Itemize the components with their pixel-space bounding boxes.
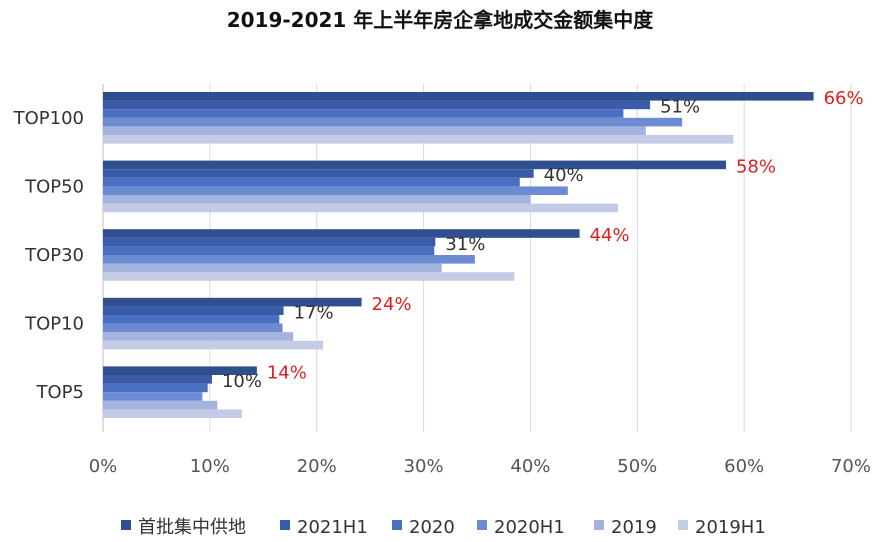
bar xyxy=(103,203,619,213)
bar xyxy=(103,135,734,144)
chart-title: 2019-2021 年上半年房企拿地成交金额集中度 xyxy=(227,8,655,32)
x-tick-label: 0% xyxy=(89,456,118,477)
data-label: 14% xyxy=(267,362,307,383)
bar xyxy=(103,366,257,375)
data-labels-layer: 66% 51% 58% 40% 44% 31% 24% 17% 14%10% xyxy=(222,88,864,392)
bar xyxy=(103,177,520,187)
bar xyxy=(103,195,531,204)
bar xyxy=(103,272,515,281)
x-tick-label: 10% xyxy=(190,456,230,477)
x-tick-label: 60% xyxy=(724,456,764,477)
bar xyxy=(103,126,646,135)
legend-swatch xyxy=(477,520,487,530)
bar xyxy=(103,229,580,238)
data-label: 17% xyxy=(294,302,334,323)
x-tick-label: 40% xyxy=(510,456,550,477)
bar xyxy=(103,375,212,384)
bar xyxy=(103,169,534,178)
x-tick-label: 70% xyxy=(831,456,871,477)
bar xyxy=(103,323,283,333)
bar xyxy=(103,117,683,127)
bar xyxy=(103,332,294,341)
data-label: 66% xyxy=(824,88,864,109)
bar xyxy=(103,160,726,170)
legend-swatch xyxy=(280,520,290,530)
legend-label: 2019H1 xyxy=(695,517,766,538)
bar xyxy=(103,92,814,101)
bar xyxy=(103,340,324,350)
category-axis: TOP100 TOP50 TOP30 TOP10 TOP5 xyxy=(13,108,84,403)
bar xyxy=(103,409,242,418)
bar xyxy=(103,306,284,315)
legend-label: 2020H1 xyxy=(494,517,565,538)
bar xyxy=(103,383,208,393)
legend-swatch xyxy=(392,520,402,530)
x-tick-label: 30% xyxy=(404,456,444,477)
legend-swatch xyxy=(678,520,688,530)
legend-label: 2021H1 xyxy=(297,517,368,538)
bar xyxy=(103,315,280,324)
legend-label: 2020 xyxy=(409,517,455,538)
category-label: TOP10 xyxy=(24,314,84,335)
data-label: 44% xyxy=(590,225,630,246)
x-tick-label: 50% xyxy=(617,456,657,477)
bar xyxy=(103,109,624,118)
legend-label: 2019 xyxy=(611,517,657,538)
bar xyxy=(103,297,362,307)
value-axis: 0% 10% 20% 30% 40% 50% 60% 70% xyxy=(89,456,871,477)
legend-swatch xyxy=(121,520,131,530)
category-label: TOP100 xyxy=(13,108,84,129)
legend-swatch xyxy=(594,520,604,530)
data-label: 58% xyxy=(736,157,776,178)
x-tick-label: 20% xyxy=(297,456,337,477)
bars-layer xyxy=(103,92,814,418)
bar xyxy=(103,392,203,401)
category-label: TOP30 xyxy=(24,245,84,266)
category-label: TOP5 xyxy=(36,382,84,403)
bar xyxy=(103,246,435,255)
bar xyxy=(103,186,568,195)
category-label: TOP50 xyxy=(24,176,84,197)
bar xyxy=(103,100,651,110)
data-label: 10% xyxy=(222,371,262,392)
legend: 首批集中供地 2021H1 2020 2020H1 2019 2019H1 xyxy=(121,517,766,538)
data-label: 31% xyxy=(445,234,485,255)
bar xyxy=(103,237,436,247)
data-label: 24% xyxy=(372,294,412,315)
data-label: 51% xyxy=(660,97,700,118)
legend-label: 首批集中供地 xyxy=(138,517,246,538)
bar xyxy=(103,255,475,264)
bar xyxy=(103,263,442,273)
data-label: 40% xyxy=(544,165,584,186)
bar xyxy=(103,400,218,410)
